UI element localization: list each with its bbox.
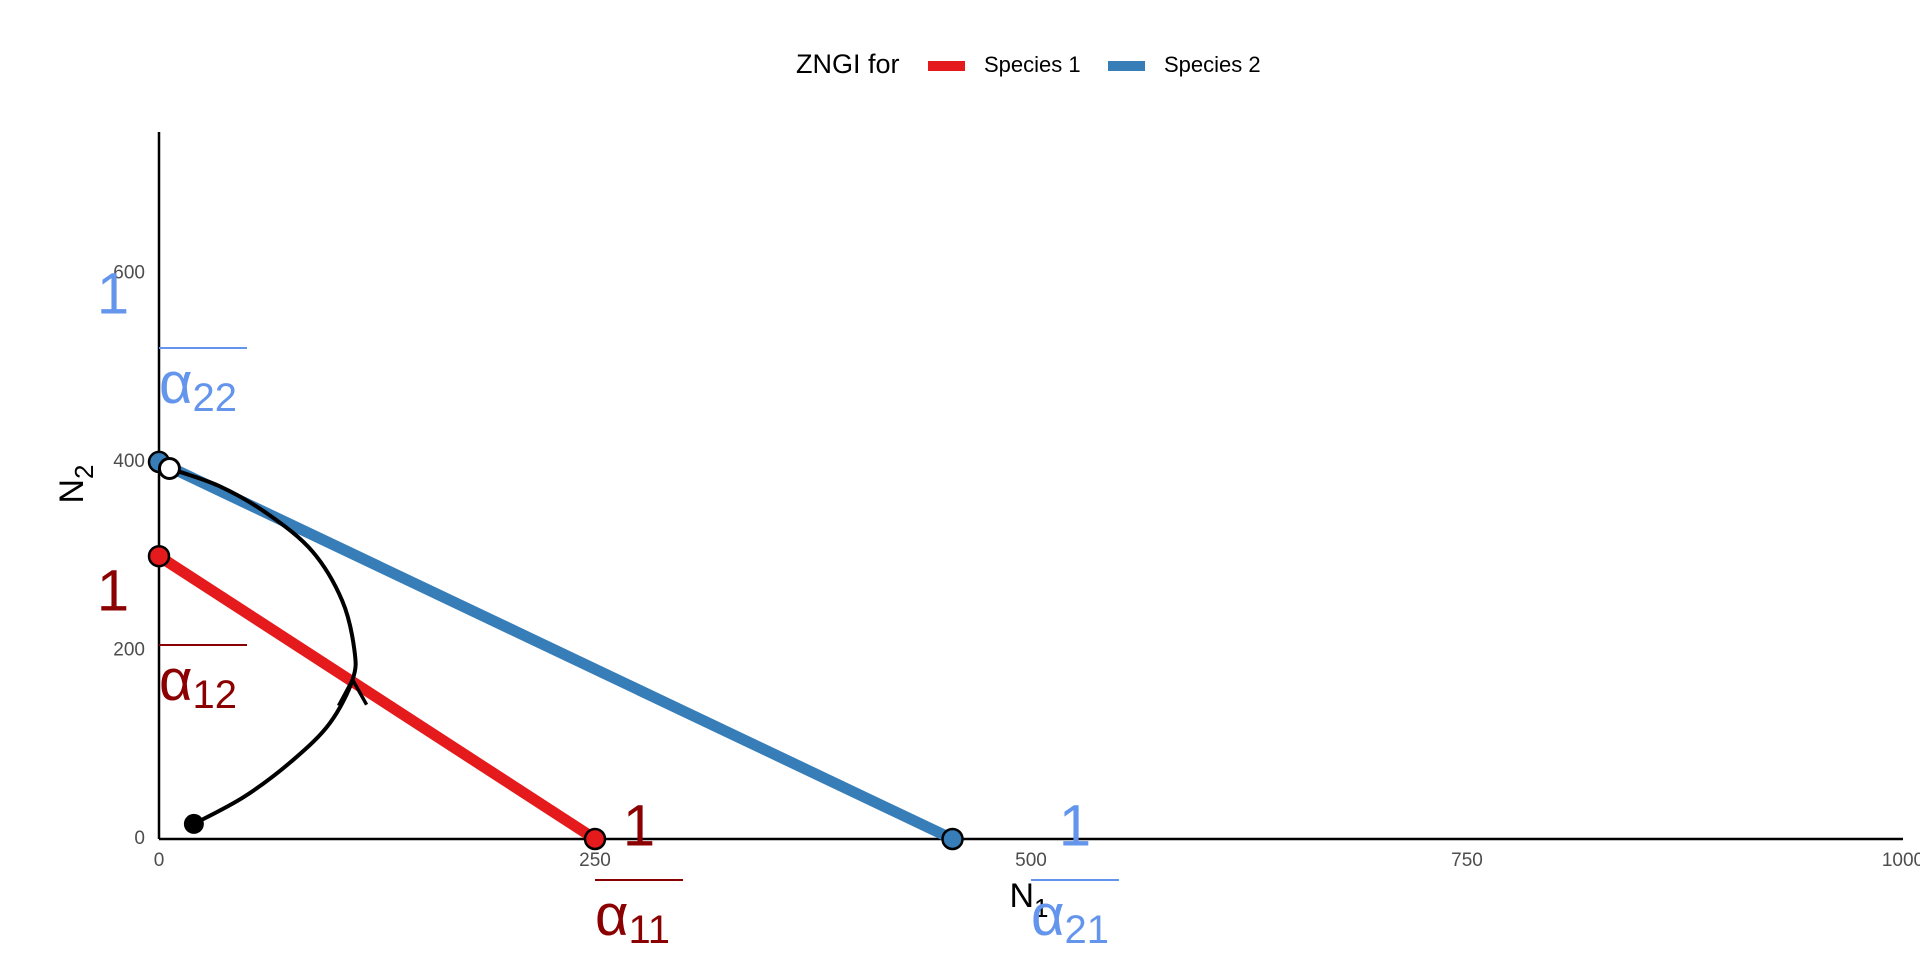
x-tick-label: 1000 xyxy=(1882,850,1920,871)
annotation-subscript: 11 xyxy=(629,908,671,952)
annotation-numerator: 1 xyxy=(1059,793,1091,858)
annotation-subscript: 22 xyxy=(193,376,238,420)
trajectory-arrowhead xyxy=(337,676,369,707)
x-axis-title-main: N xyxy=(1009,877,1034,915)
intercept-point xyxy=(941,827,964,851)
legend-key xyxy=(928,61,965,71)
y-axis-title-main: N xyxy=(53,479,91,504)
annotation-denominator: α11 xyxy=(595,883,670,951)
y-tick-label: 600 xyxy=(113,262,145,283)
y-axis-title: N2 xyxy=(53,464,99,503)
trajectory xyxy=(168,466,358,826)
trajectory-start xyxy=(183,813,204,834)
annotation-symbol: α xyxy=(159,648,193,713)
intercept-point xyxy=(583,827,607,851)
annotation-symbol: α xyxy=(1031,883,1065,948)
x-tick-label: 0 xyxy=(154,850,165,871)
zngi-line xyxy=(156,456,955,844)
y-tick-label: 0 xyxy=(134,828,145,849)
annotation-denominator: α12 xyxy=(159,648,237,716)
annotation-subscript: 21 xyxy=(1065,908,1110,952)
x-tick-label: 750 xyxy=(1451,850,1483,871)
x-axis-title-sub: 1 xyxy=(1034,893,1048,923)
annotation-symbol: α xyxy=(159,351,193,416)
annotation-denominator: α22 xyxy=(159,351,237,419)
annotation-subscript: 12 xyxy=(193,673,238,717)
x-tick-label: 500 xyxy=(1015,850,1047,871)
y-tick-label: 200 xyxy=(113,639,145,660)
trajectory-end xyxy=(157,457,181,481)
x-tick-label: 250 xyxy=(579,850,611,871)
y-axis-title-sub: 2 xyxy=(69,464,99,478)
legend-label: Species 2 xyxy=(1164,52,1261,77)
intercept-point xyxy=(147,544,171,568)
zngi-line xyxy=(156,551,598,844)
annotation-numerator: 1 xyxy=(623,793,655,858)
annotation-symbol: α xyxy=(595,883,629,948)
annotation-denominator: α21 xyxy=(1031,883,1109,951)
annotation-numerator: 1 xyxy=(97,261,129,326)
legend-key xyxy=(1108,61,1145,71)
annotation-numerator: 1 xyxy=(97,558,129,623)
y-tick-label: 400 xyxy=(113,451,145,472)
x-axis-title: N1 xyxy=(1009,877,1048,923)
legend-label: Species 1 xyxy=(984,52,1081,77)
legend-title: ZNGI for xyxy=(796,49,900,79)
